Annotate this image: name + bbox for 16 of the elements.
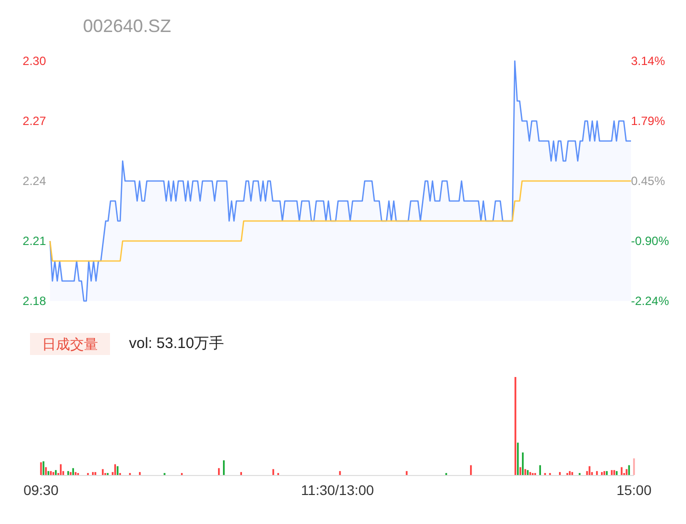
- y2-tick-label: -2.24%: [631, 294, 670, 308]
- badge: 日成交量: [30, 333, 110, 355]
- y-tick-label: 2.27: [22, 114, 46, 128]
- y-tick-label: 2.18: [22, 294, 46, 308]
- y-tick-label: 2.24: [22, 174, 46, 188]
- x-tick-label: 09:30: [23, 482, 59, 498]
- y2-tick-label: 1.79%: [631, 114, 666, 128]
- x-tick-label: 11:30/13:00: [301, 482, 374, 498]
- y2-tick-label: 3.14%: [631, 54, 666, 68]
- y2-tick-label: -0.90%: [631, 234, 670, 248]
- chart-title: 002640.SZ: [83, 16, 172, 36]
- text: vol: 53.10万手: [129, 335, 224, 352]
- y-tick-label: 2.21: [22, 234, 46, 248]
- y-tick-label: 2.30: [22, 54, 46, 68]
- y2-tick-label: 0.45%: [631, 174, 666, 188]
- x-tick-label: 15:00: [616, 482, 652, 498]
